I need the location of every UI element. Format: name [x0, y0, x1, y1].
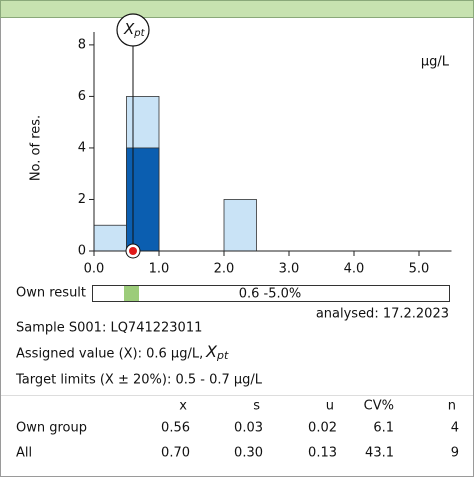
y-tick-label: 2: [78, 192, 86, 207]
own-result-label: Own result: [16, 286, 86, 301]
target-limits: Target limits (X ± 20%): 0.5 - 0.7 µg/L: [15, 373, 263, 388]
xpt-label: Xpt: [123, 20, 146, 40]
table-header: n: [448, 399, 456, 414]
y-tick-label: 0: [78, 244, 86, 259]
x-tick-label: 0.0: [84, 262, 105, 277]
table-header: CV%: [364, 399, 394, 414]
table-cell: 0.56: [161, 421, 190, 436]
table-header: s: [253, 399, 260, 414]
bar: [223, 199, 257, 252]
x-tick-label: 1.0: [149, 262, 170, 277]
x-tick-label: 5.0: [409, 262, 430, 277]
row-label: Own group: [16, 421, 87, 436]
target-marker: [124, 286, 139, 301]
table-cell: 43.1: [365, 446, 394, 461]
sample-id: Sample S001: LQ741223011: [16, 321, 202, 336]
table-header: x: [179, 399, 187, 414]
y-tick-label: 4: [78, 140, 86, 155]
x-tick-label: 3.0: [279, 262, 300, 277]
xpt-sub: pt: [133, 28, 145, 39]
own-result-dot: [129, 247, 137, 255]
table-header: u: [326, 399, 334, 414]
header-strip: [0, 0, 474, 18]
x-tick-label: 4.0: [344, 262, 365, 277]
table-cell: 6.1: [373, 421, 394, 436]
own-result-box: [92, 285, 450, 302]
assigned-value: Assigned value (X): 0.6 µg/L,: [16, 347, 203, 362]
analysed-date: analysed: 17.2.2023: [316, 307, 449, 322]
xpt-symbol: Xpt: [205, 342, 229, 363]
table-cell: 0.03: [234, 421, 263, 436]
bar: [126, 147, 160, 252]
bar: [93, 224, 127, 252]
table-cell: 4: [451, 421, 459, 436]
xpt-circle: [116, 13, 150, 47]
own-result-text: 0.6 -5.0%: [239, 287, 302, 302]
unit-label: µg/L: [421, 55, 450, 70]
x-tick-label: 2.0: [214, 262, 235, 277]
table-cell: 9: [451, 446, 459, 461]
table-cell: 0.70: [161, 446, 190, 461]
y-tick-label: 8: [78, 37, 86, 52]
y-tick-label: 6: [78, 89, 86, 104]
y-axis-label: No. of res.: [29, 115, 44, 181]
table-cell: 0.13: [308, 446, 337, 461]
stats-table: x s u CV% n Own group 0.56 0.03 0.02 6.1 4 All 0.70 0…: [16, 399, 459, 461]
row-label: All: [16, 446, 32, 461]
xpt-main: X: [123, 20, 135, 38]
table-cell: 0.02: [308, 421, 337, 436]
table-cell: 0.30: [234, 446, 263, 461]
